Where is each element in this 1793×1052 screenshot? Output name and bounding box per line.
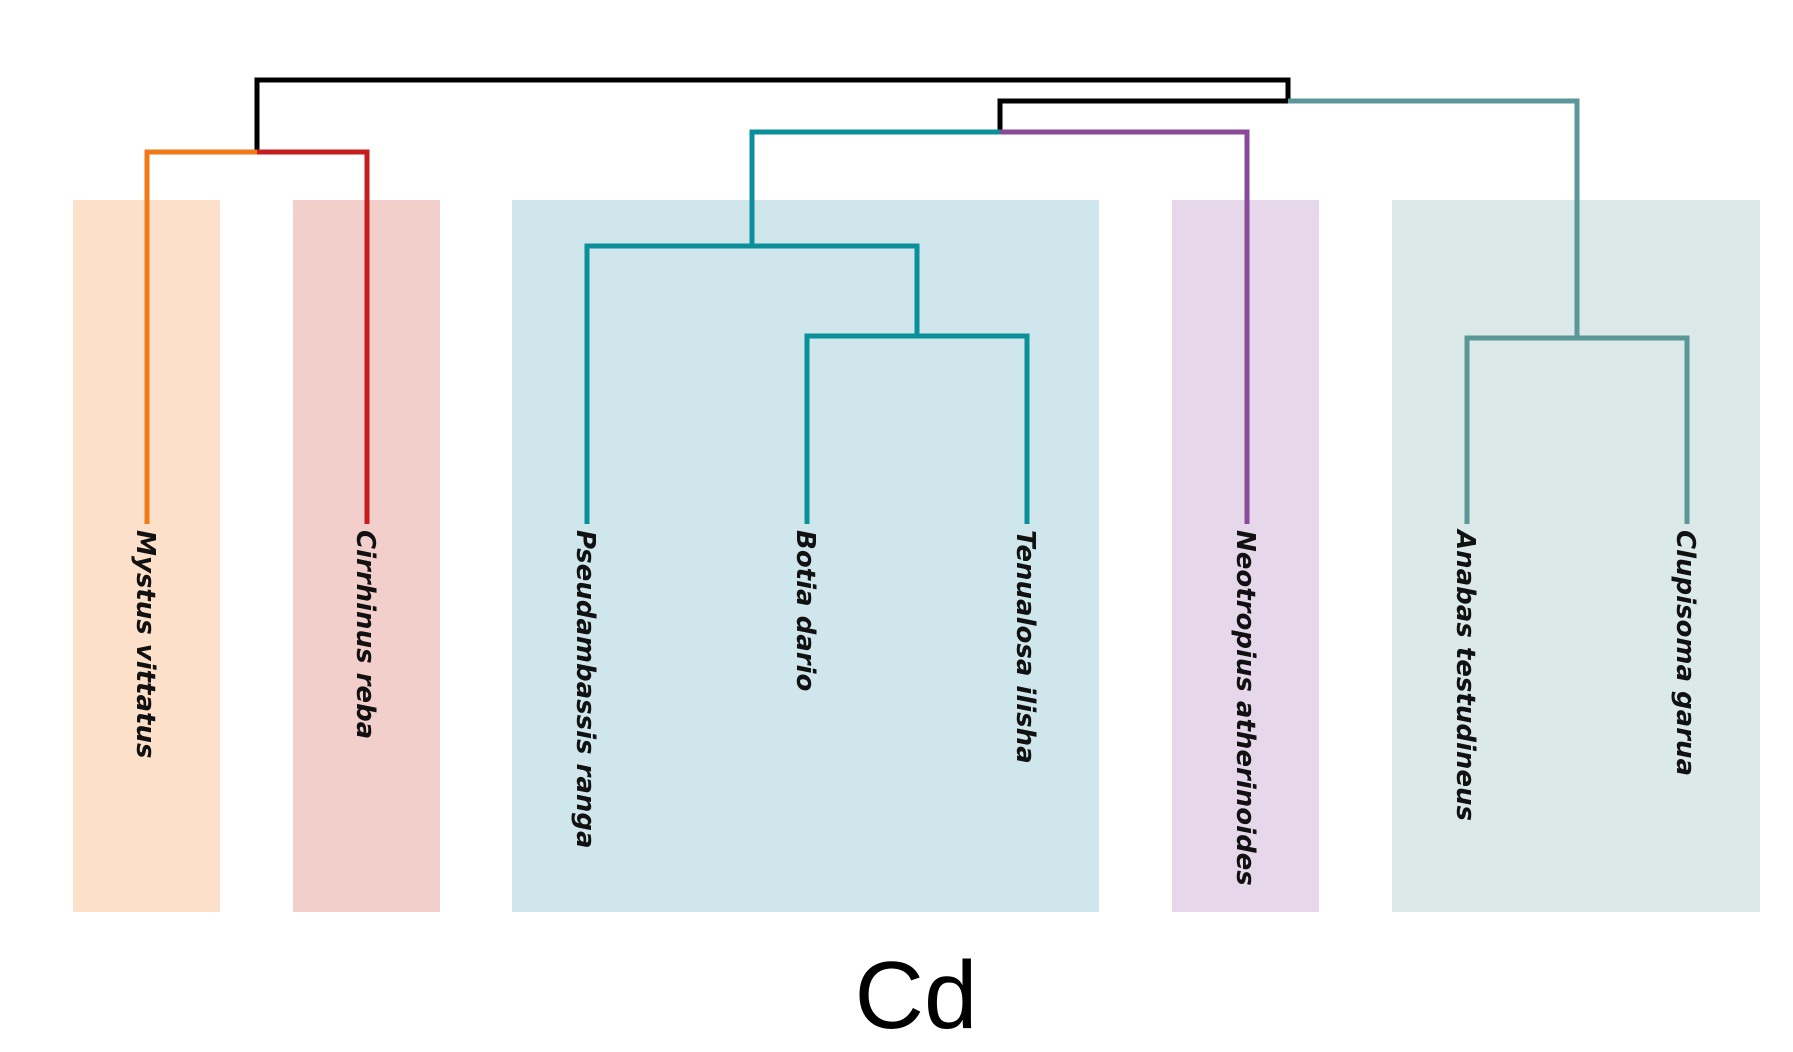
branch-slate-clade	[1288, 98, 1580, 338]
leaf-labels: Mystus vittatus Cirrhinus reba Pseudamba…	[130, 528, 1700, 886]
branch-mystus	[144, 149, 257, 524]
branch-inner-root	[997, 98, 1288, 132]
branch-teal-clade	[749, 129, 1000, 246]
leaf-label-anabas: Anabas testudineus	[1450, 528, 1480, 821]
leaf-label-cirrhinus: Cirrhinus reba	[350, 530, 380, 739]
cluster-bg-teal	[512, 200, 1099, 912]
leaf-label-clupisoma: Clupisoma garua	[1670, 530, 1700, 776]
leaf-label-tenualosa: Tenualosa ilisha	[1010, 530, 1040, 764]
branch-cirrhinus	[257, 149, 370, 524]
figure-caption: Cd	[855, 942, 978, 1049]
leaf-label-botia: Botia dario	[790, 530, 820, 691]
leaf-label-mystus: Mystus vittatus	[130, 530, 160, 758]
branches	[144, 77, 1690, 524]
leaf-label-pseudambassis: Pseudambassis ranga	[570, 530, 600, 849]
branch-neotropius	[1000, 129, 1250, 524]
branch-anabas-clupisoma	[1464, 335, 1690, 524]
branch-botia-tenualosa	[804, 333, 1030, 524]
leaf-label-neotropius: Neotropius atherinoides	[1230, 530, 1260, 886]
branch-pseudambassis	[584, 243, 920, 524]
branch-root	[254, 77, 1291, 152]
